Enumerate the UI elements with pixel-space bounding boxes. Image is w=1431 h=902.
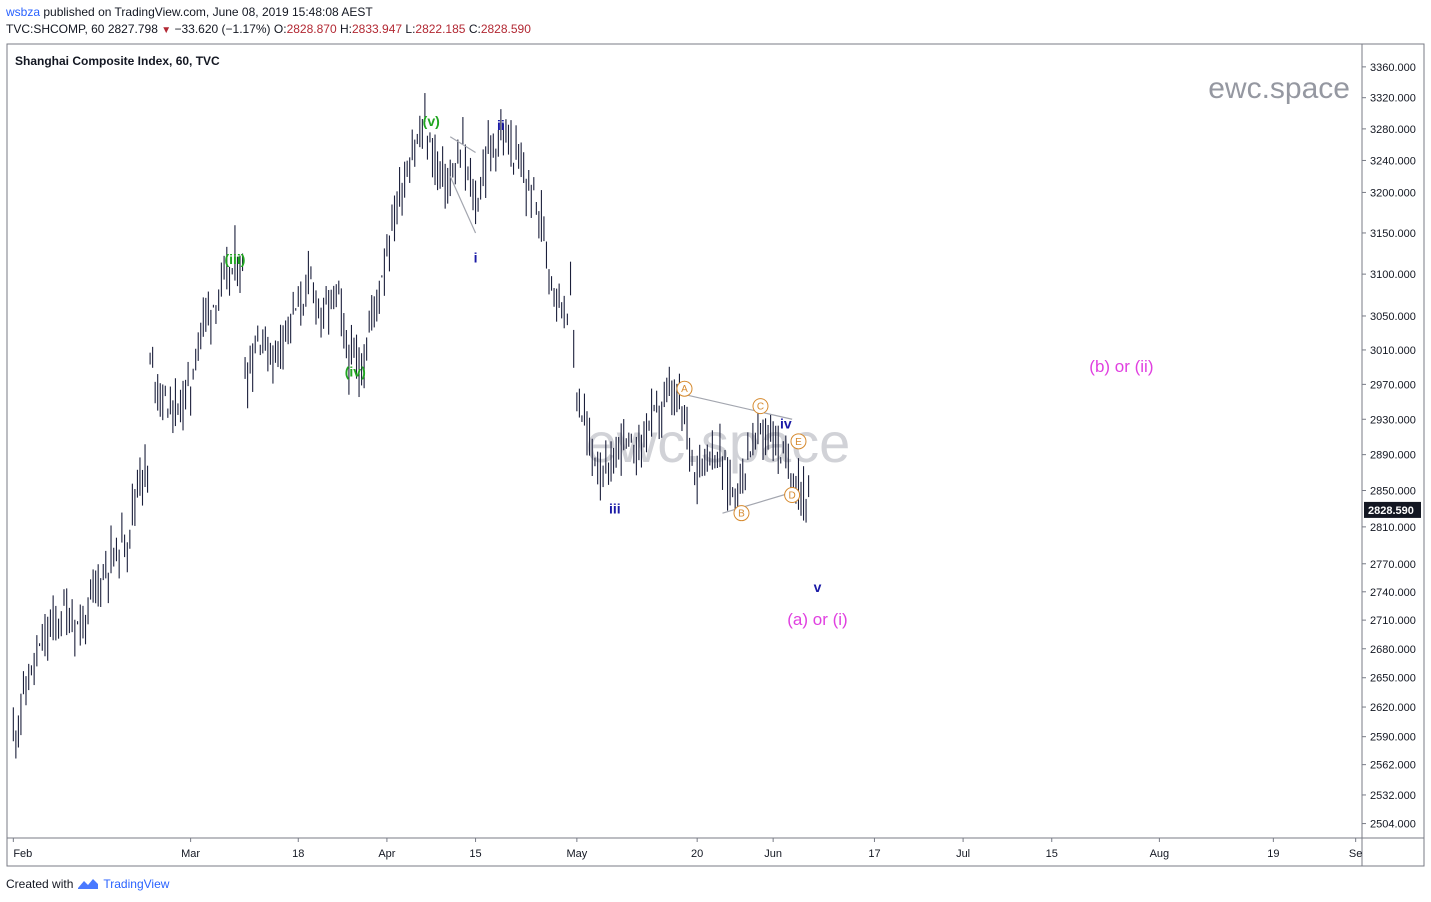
ohlc-legend: TVC:SHCOMP, 60 2827.798 ▼ −33.620 (−1.17… <box>6 21 531 39</box>
x-tick-label: Se <box>1349 848 1362 860</box>
wave-label: (b) or (ii) <box>1089 357 1153 376</box>
wave-label: iv <box>780 416 792 432</box>
last-price: 2827.798 <box>107 22 158 36</box>
x-tick-label: 19 <box>1267 848 1279 860</box>
y-tick-label: 2562.000 <box>1370 760 1416 772</box>
down-arrow-icon: ▼ <box>161 25 172 36</box>
y-tick-label: 2850.000 <box>1370 486 1416 498</box>
price-series <box>12 93 810 759</box>
tradingview-brand-link[interactable]: TradingView <box>103 877 170 891</box>
y-tick-label: 2680.000 <box>1370 644 1416 656</box>
y-tick-label: 3320.000 <box>1370 93 1416 105</box>
watermark-center: ewc.space <box>586 411 851 474</box>
y-tick-label: 3200.000 <box>1370 187 1416 199</box>
y-tick-label: 2740.000 <box>1370 587 1416 599</box>
x-tick-label: Aug <box>1150 848 1170 860</box>
wave-label: A <box>681 384 688 395</box>
time-axis[interactable]: Feb Mar 18 Apr 15 May 20 Jun 17 Jul 15 Aug 19 Se <box>12 838 1362 860</box>
y-tick-label: 3240.000 <box>1370 155 1416 167</box>
y-tick-label: 2810.000 <box>1370 522 1416 534</box>
price-tag-text: 2828.590 <box>1368 505 1414 517</box>
chart-frame <box>6 43 1425 867</box>
wave-circle <box>752 398 769 415</box>
wave-circle <box>784 487 801 504</box>
open-label: O: <box>273 22 287 36</box>
wave-label: D <box>789 491 796 502</box>
publish-info: wsbza published on TradingView.com, June… <box>6 4 373 20</box>
open-value: 2828.870 <box>286 22 337 36</box>
low-value: 2822.185 <box>415 22 466 36</box>
x-tick-label: 20 <box>691 848 703 860</box>
wave-label: (a) or (i) <box>787 610 847 629</box>
price-tag-box <box>1364 501 1421 518</box>
x-tick-label: 18 <box>292 848 304 860</box>
y-tick-label: 2620.000 <box>1370 702 1416 714</box>
high-value: 2833.947 <box>351 22 403 36</box>
wave-label: (v) <box>423 113 440 129</box>
x-tick-label: Jul <box>956 848 970 860</box>
wave-label: (iii) <box>224 251 245 267</box>
symbol-label: TVC:SHCOMP, 60 <box>6 22 105 36</box>
wave-label: (iv) <box>345 363 366 379</box>
y-tick-label: 2890.000 <box>1370 450 1416 462</box>
created-with-text: Created with <box>6 877 74 891</box>
x-tick-label: Jun <box>764 848 782 860</box>
y-tick-label: 3280.000 <box>1370 124 1416 136</box>
watermark-corner: ewc.space <box>1208 72 1350 105</box>
wave-circle <box>676 380 693 397</box>
x-tick-label: May <box>566 848 587 860</box>
y-tick-label: 3150.000 <box>1370 228 1416 240</box>
wave-label: iii <box>609 501 621 517</box>
wave-label: C <box>757 402 764 413</box>
y-tick-label: 2770.000 <box>1370 559 1416 571</box>
y-tick-label: 3360.000 <box>1370 62 1416 74</box>
y-tick-label: 2590.000 <box>1370 732 1416 744</box>
x-tick-label: 15 <box>1046 848 1058 860</box>
y-tick-label: 2710.000 <box>1370 615 1416 627</box>
low-label: L: <box>405 22 416 36</box>
y-tick-label: 2970.000 <box>1370 379 1416 391</box>
chart-title: Shanghai Composite Index, 60, TVC <box>15 54 220 68</box>
wave-label: E <box>795 437 802 448</box>
x-tick-label: Mar <box>181 848 200 860</box>
footer: Created with TradingView <box>6 876 169 892</box>
y-tick-label: 2650.000 <box>1370 673 1416 685</box>
close-value: 2828.590 <box>480 22 531 36</box>
trendline <box>449 176 477 234</box>
y-tick-label: 3010.000 <box>1370 345 1416 357</box>
last-price-tag: 2828.590 <box>1364 501 1421 518</box>
y-tick-label: 2930.000 <box>1370 414 1416 426</box>
wave-label: v <box>814 579 822 595</box>
high-label: H: <box>339 22 352 36</box>
trendline <box>449 136 476 154</box>
y-tick-label: 2532.000 <box>1370 790 1416 802</box>
close-label: C: <box>468 22 481 36</box>
y-tick-label: 3050.000 <box>1370 311 1416 323</box>
wave-label: B <box>738 509 745 520</box>
price-axis[interactable]: 3360.000 3320.000 3280.000 3240.000 3200.000… <box>1362 62 1416 831</box>
y-tick-label: 2504.000 <box>1370 819 1416 831</box>
wave-label: ii <box>497 117 505 133</box>
trendline <box>678 392 793 420</box>
y-tick-label: 3100.000 <box>1370 269 1416 281</box>
change-value: −33.620 (−1.17%) <box>174 22 271 36</box>
x-tick-label: Apr <box>378 848 395 860</box>
wave-circle <box>790 433 807 450</box>
x-tick-label: 15 <box>469 848 481 860</box>
tradingview-logo-icon <box>78 879 99 889</box>
publish-text: published on TradingView.com, June 08, 2… <box>43 5 373 19</box>
x-tick-label: Feb <box>13 848 32 860</box>
author-link[interactable]: wsbza <box>6 5 41 19</box>
wave-circle <box>733 505 750 522</box>
wave-label: i <box>474 250 478 266</box>
x-tick-label: 17 <box>868 848 880 860</box>
